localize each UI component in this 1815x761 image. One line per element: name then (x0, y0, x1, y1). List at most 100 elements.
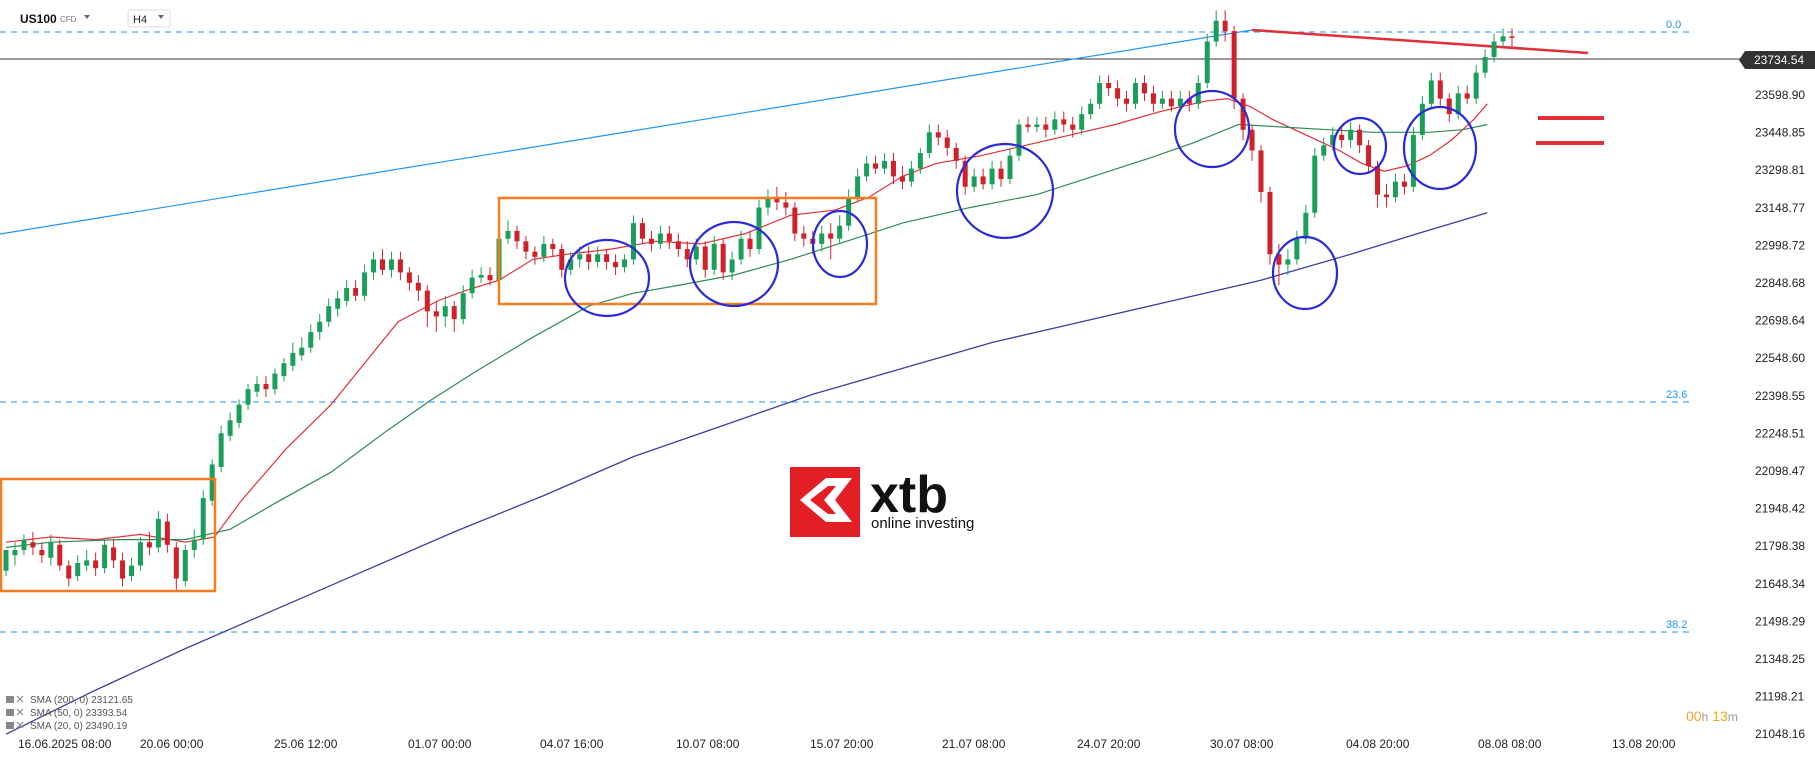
candle-body (1491, 41, 1497, 58)
candle-body (200, 498, 206, 540)
sma-20-line (5, 97, 1488, 543)
y-tick-label: 22098.47 (1755, 464, 1805, 478)
candle-body (182, 550, 188, 582)
legend-list-icon (6, 709, 14, 716)
symbol-label[interactable]: US100 (20, 12, 57, 26)
price-tag-arrow-icon (1739, 51, 1745, 69)
candle-body (299, 347, 305, 356)
x-tick-label: 01.07 00:00 (408, 737, 472, 751)
candle-body (308, 332, 314, 348)
candle-body (1509, 36, 1515, 38)
candle-body (111, 547, 117, 561)
candle-body (1348, 129, 1354, 141)
upper-trend-line (0, 29, 1253, 235)
candle-body (989, 168, 995, 185)
y-tick-label: 22848.68 (1755, 276, 1805, 290)
legend-close-icon (16, 708, 24, 716)
candle-body (1401, 181, 1407, 187)
candle-body (245, 389, 251, 405)
candle-body (21, 539, 27, 551)
candle-body (1168, 98, 1174, 107)
indicator-legend: SMA (200, 0) 23121.65 SMA (50, 0) 23393.5… (6, 695, 133, 732)
timer-hours: 00 (1686, 708, 1702, 724)
sma-200-line (5, 212, 1488, 735)
symbol-dropdown-icon[interactable] (84, 15, 90, 19)
candle-body (344, 287, 350, 301)
candle-body (899, 176, 905, 182)
candle-body (1133, 83, 1138, 104)
xtb-logo-mark (790, 467, 860, 537)
candle-body (1097, 83, 1103, 104)
candle-body (362, 272, 368, 296)
candle-body (1410, 134, 1416, 187)
candle-body (209, 464, 215, 501)
y-tick-label: 21348.25 (1755, 652, 1805, 666)
candle-body (1455, 93, 1461, 115)
candle-body (57, 544, 63, 566)
candle-body (478, 275, 484, 278)
candle-body (1428, 80, 1434, 104)
consolidation-box (0, 477, 217, 593)
candle-body (622, 259, 628, 268)
candle-body (415, 282, 421, 291)
candle-body (129, 565, 134, 576)
candle-body (523, 241, 529, 252)
resistance-trend-line (1251, 28, 1589, 55)
candle-body (12, 550, 18, 556)
candle-body (1088, 103, 1094, 115)
candle-body (828, 233, 834, 239)
highlight-circle (1173, 89, 1251, 169)
candle-body (281, 363, 287, 377)
candle-body (962, 160, 968, 187)
y-tick-label: 21498.29 (1755, 614, 1805, 628)
candle-body (864, 163, 870, 177)
candle-body (442, 306, 448, 317)
candle-body (1375, 166, 1381, 195)
candle-body (738, 238, 744, 260)
candle-body (1303, 212, 1309, 239)
candle-body (1177, 98, 1183, 107)
timeframe-label: H4 (133, 14, 147, 26)
candle-body (1419, 103, 1425, 135)
price-axis: 23598.90 23448.85 23298.81 23148.77 22998.72… (1755, 88, 1805, 741)
candle-body (236, 404, 242, 423)
candle-body (254, 383, 260, 392)
fib-level-label: 23.6 (1666, 389, 1687, 401)
candle-body (998, 168, 1004, 180)
y-tick-label: 23298.81 (1755, 163, 1805, 177)
candle-body (666, 233, 672, 242)
legend-close-icon (16, 695, 24, 703)
candle-body (855, 176, 861, 198)
candle-body (873, 163, 879, 169)
candle-timer: 00h 13m (1686, 708, 1738, 724)
candle-body (1473, 72, 1479, 99)
y-tick-label: 21798.38 (1755, 539, 1805, 553)
candle-body (3, 550, 9, 571)
candle-body (1079, 114, 1085, 130)
y-tick-label: 23448.85 (1755, 126, 1805, 140)
candle-body (218, 433, 224, 467)
candle-body (639, 223, 645, 239)
y-tick-label: 22548.60 (1755, 351, 1805, 365)
timer-m-unit: m (1728, 710, 1738, 724)
timeframe-dropdown-icon[interactable] (158, 15, 164, 19)
legend-label: SMA (20, 0) 23490.19 (30, 721, 128, 732)
candle-body (1025, 124, 1031, 128)
candle-body (93, 560, 99, 569)
candle-body (1124, 98, 1130, 104)
candle-body (1231, 31, 1237, 99)
candle-body (801, 233, 807, 239)
candle-body (765, 197, 771, 208)
y-tick-label: 22998.72 (1755, 238, 1805, 252)
legend-label: SMA (50, 0) 23393.54 (30, 708, 128, 719)
timeframe-selector[interactable] (127, 9, 171, 28)
candle-body (120, 560, 126, 579)
candle-body (1464, 93, 1470, 99)
candle-body (272, 373, 278, 390)
legend-list-icon (6, 722, 14, 729)
candle-body (48, 542, 54, 558)
candle-body (720, 243, 726, 273)
candle-body (326, 306, 332, 322)
brand-name: xtb (870, 466, 948, 524)
